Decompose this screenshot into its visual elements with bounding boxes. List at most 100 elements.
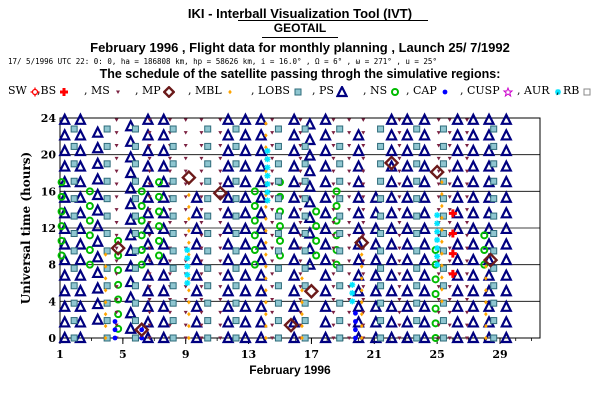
point-ps (500, 237, 513, 250)
point-mbl (484, 288, 488, 293)
point-lobs (169, 142, 177, 150)
point-mbl (187, 288, 191, 293)
y-tick-label: 0 (48, 332, 56, 345)
point-ps (482, 127, 496, 141)
point-aur (434, 220, 441, 227)
point-mbl (359, 252, 364, 257)
point-lobs (70, 195, 78, 203)
point-ps (467, 283, 480, 297)
point-ps (385, 221, 398, 235)
point-mbl (103, 288, 108, 293)
point-ns (250, 216, 259, 225)
point-ps (451, 283, 464, 297)
point-lobs (336, 142, 344, 150)
point-lobs (232, 247, 240, 255)
point-ms (199, 285, 204, 289)
point-ps (482, 143, 496, 157)
point-lobs (301, 282, 309, 290)
point-cap (139, 335, 145, 341)
point-ms (218, 323, 223, 328)
point-ns (155, 236, 163, 245)
point-ps (352, 143, 365, 157)
legend-label: ,BS (37, 84, 57, 97)
point-ps (221, 299, 235, 312)
point-lobs (301, 125, 309, 133)
legend-item-mbl: , MBL (188, 84, 232, 97)
point-ps (418, 330, 431, 344)
point-ps (254, 299, 268, 312)
point-ps (467, 174, 480, 188)
point-ms (199, 131, 204, 135)
point-ps (190, 252, 203, 266)
point-ps (418, 127, 431, 141)
point-aur (264, 148, 271, 154)
point-ms (447, 156, 452, 161)
point-ps (418, 159, 431, 172)
point-ps (500, 221, 513, 235)
point-ms (331, 310, 336, 315)
point-ps (287, 190, 301, 203)
point-mbl (440, 227, 444, 233)
legend-label: , PS (312, 84, 334, 97)
point-mbl (300, 276, 304, 281)
point-mbl (484, 276, 488, 281)
point-lobs (439, 282, 447, 290)
point-ms (436, 336, 441, 340)
y-tick-label: 4 (48, 295, 56, 308)
point-ms (436, 323, 441, 328)
point-ms (436, 310, 441, 315)
point-ns (137, 216, 146, 225)
point-ms (270, 233, 275, 238)
point-ps (254, 283, 268, 297)
point-ps (319, 205, 332, 219)
point-ps (74, 237, 87, 250)
point-ps (239, 112, 252, 125)
point-cap (112, 319, 118, 324)
series-lobs (70, 125, 498, 342)
point-lobs (232, 142, 240, 150)
legend-label: , LOBS (251, 84, 290, 97)
point-ms (218, 144, 223, 148)
point-mbl (264, 252, 268, 257)
point-ms (436, 233, 441, 238)
point-aur (434, 253, 441, 260)
point-ms (347, 144, 352, 148)
point-ps (303, 116, 317, 130)
legend-item-aur: , AUR (517, 84, 561, 97)
point-ps (500, 283, 513, 297)
point-ms (447, 323, 452, 328)
point-ms (331, 156, 336, 161)
point-lobs (336, 230, 344, 237)
point-lobs (274, 282, 282, 290)
point-ps (74, 252, 87, 266)
point-ps (58, 127, 71, 141)
point-ps (385, 283, 398, 297)
point-ms (199, 233, 204, 238)
point-mp (110, 240, 126, 256)
point-ns (431, 275, 440, 284)
point-ms (331, 208, 336, 212)
point-ps (352, 205, 365, 219)
point-ps (58, 112, 71, 125)
point-lobs (131, 317, 139, 325)
point-ns (155, 251, 163, 260)
point-ms (447, 246, 452, 251)
point-ms (447, 208, 452, 212)
point-ms (331, 118, 336, 122)
point-lobs (439, 317, 447, 325)
point-lobs (413, 264, 421, 272)
point-mbl (187, 323, 191, 329)
point-ps (467, 221, 480, 235)
point-ms (183, 285, 188, 289)
point-lobs (169, 125, 177, 133)
point-ms (447, 169, 452, 174)
point-ms (347, 310, 352, 315)
point-lobs (232, 299, 240, 307)
point-ns (137, 231, 146, 240)
point-ps (401, 314, 414, 328)
point-ms (361, 272, 366, 276)
point-mbl (484, 323, 488, 329)
point-ms (168, 221, 172, 225)
point-ps (500, 205, 513, 219)
x-tick-label: 29 (492, 348, 507, 361)
